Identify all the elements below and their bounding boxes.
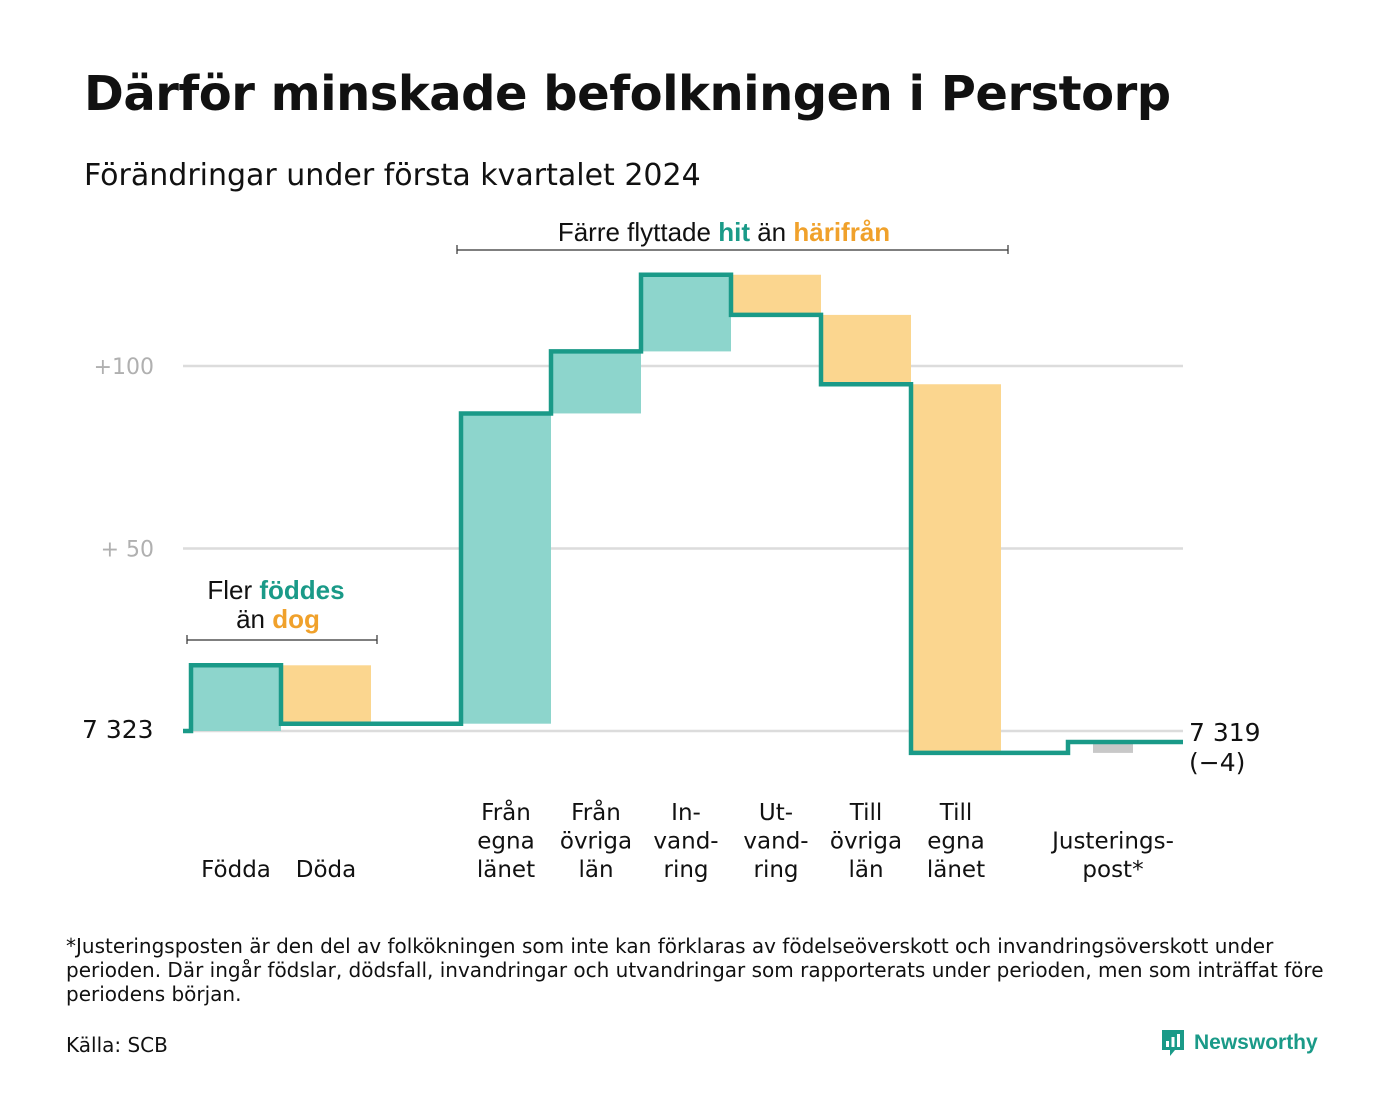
end-change-label: (−4) xyxy=(1189,748,1245,777)
births-bracket xyxy=(186,635,378,644)
chart-title: Därför minskade befolkningen i Perstorp xyxy=(84,66,1171,122)
category-label-justering: Justerings-post* xyxy=(1050,829,1174,884)
category-labels: Födda Döda Från egna länet Från övriga län In-va… xyxy=(201,798,1174,883)
brand-name: Newsworthy xyxy=(1194,1031,1318,1054)
bar-doda xyxy=(281,665,371,724)
annotation-highlight-in: föddes xyxy=(259,575,344,605)
annotation-text: än xyxy=(750,217,793,247)
bar-fodda xyxy=(191,665,281,731)
category-label-till-egna: Till egna länet xyxy=(927,800,985,883)
bar-invandring xyxy=(641,274,731,352)
cumulative-line xyxy=(183,272,1183,756)
y-tick-label: + 50 xyxy=(101,538,154,563)
bar-fran-egna xyxy=(461,413,551,724)
bar-till-ovriga xyxy=(821,314,911,385)
annotation-text: Färre flyttade xyxy=(558,217,718,247)
births-annotation-line1: Fler föddes xyxy=(207,575,344,605)
annotation-highlight-in: hit xyxy=(718,217,750,247)
category-label-doda: Döda xyxy=(296,857,356,883)
migration-annotation: Färre flyttade hit än härifrån xyxy=(456,217,1009,254)
category-label-invandring: In-vand-ring xyxy=(653,800,718,883)
gridlines xyxy=(183,364,1183,733)
migration-bracket xyxy=(456,245,1009,254)
waterfall-chart: +100 + 50 Födda Döda Från egna länet Från övrig… xyxy=(82,217,1261,883)
bar-fran-ovriga xyxy=(551,351,641,414)
category-label-fodda: Födda xyxy=(201,857,271,883)
category-label-fran-egna: Från egna länet xyxy=(477,798,535,883)
bar-till-egna xyxy=(911,384,1001,753)
category-label-fran-ovriga: Från övriga län xyxy=(560,798,632,883)
source-credit: Källa: SCB xyxy=(66,1033,168,1057)
newsworthy-logo-icon xyxy=(1162,1030,1184,1056)
bar-utvandring xyxy=(731,274,821,315)
births-annotation-line2: än dog xyxy=(236,604,320,634)
footnote: *Justeringsposten är den del av folkökni… xyxy=(66,934,1324,1006)
step-line xyxy=(183,272,1183,756)
end-value-label: 7 319 xyxy=(1189,718,1261,747)
category-label-till-ovriga: Till övriga län xyxy=(830,800,902,883)
y-axis-ticks: +100 + 50 xyxy=(94,355,154,563)
y-tick-label: +100 xyxy=(94,355,154,380)
chart-subtitle: Förändringar under första kvartalet 2024 xyxy=(84,158,701,193)
births-annotation: Fler föddes än dog xyxy=(186,575,378,644)
annotation-highlight-out: härifrån xyxy=(793,217,890,247)
category-label-utvandring: Ut-vand-ring xyxy=(743,800,808,883)
annotation-highlight-out: dog xyxy=(272,604,320,634)
annotation-text: Fler xyxy=(207,575,259,605)
brand[interactable]: Newsworthy xyxy=(1160,1028,1318,1058)
bars xyxy=(191,274,1133,753)
migration-annotation-text: Färre flyttade hit än härifrån xyxy=(558,217,890,247)
start-value-label: 7 323 xyxy=(82,715,154,744)
annotation-text: än xyxy=(236,604,272,634)
bar-justering xyxy=(1093,741,1133,753)
